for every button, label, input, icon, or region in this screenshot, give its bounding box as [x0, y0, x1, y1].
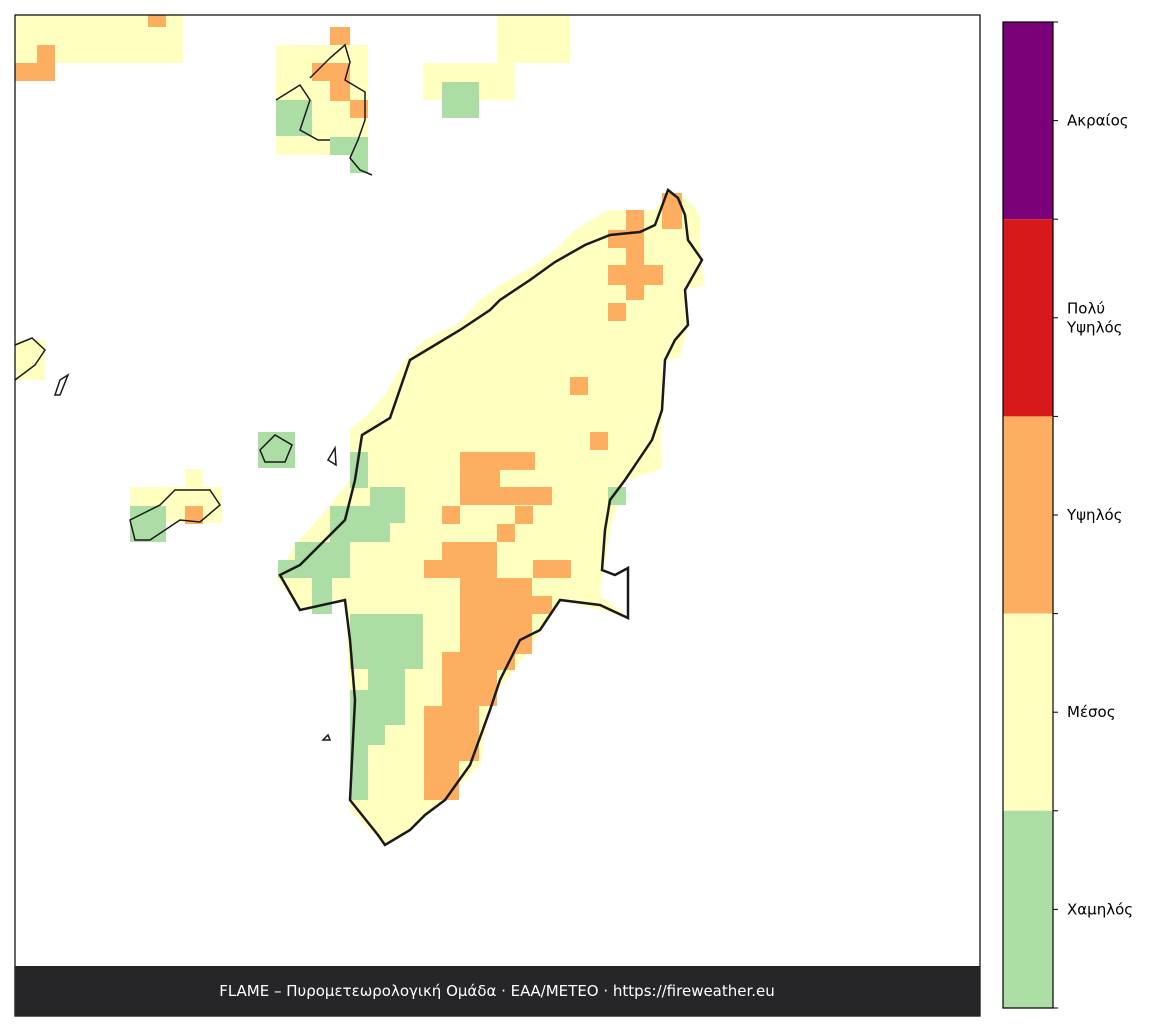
- high-cell: [350, 100, 368, 118]
- high-cell: [497, 524, 515, 542]
- legend-label-line: Υψηλός: [1066, 506, 1122, 524]
- low-cells: [130, 82, 626, 800]
- high-cell: [608, 303, 626, 321]
- legend-label: Μέσος: [1067, 703, 1116, 721]
- legend-label-line: Ακραίος: [1067, 112, 1129, 130]
- high-cell: [460, 596, 552, 614]
- medium-cell: [640, 450, 662, 468]
- colorbar-segment: [1003, 810, 1053, 1008]
- low-cell: [312, 578, 332, 614]
- footer-text: FLAME – Πυρομετεωρολογική Ομάδα · ΕΑΑ/ME…: [219, 982, 775, 1000]
- high-cell: [424, 560, 444, 578]
- high-cell: [185, 506, 203, 524]
- high-cell: [330, 27, 350, 45]
- low-cell: [330, 137, 368, 155]
- high-cell: [515, 506, 533, 524]
- low-cell: [368, 669, 405, 725]
- high-cell: [460, 452, 535, 470]
- legend-label: Χαμηλός: [1067, 900, 1133, 918]
- high-cell: [148, 15, 166, 27]
- low-cell: [130, 506, 166, 542]
- high-cell: [37, 45, 55, 63]
- low-cell: [368, 725, 385, 745]
- legend-label-line: Χαμηλός: [1067, 900, 1133, 918]
- high-cell: [15, 63, 55, 81]
- high-cell: [442, 542, 497, 578]
- medium-cell: [185, 469, 203, 487]
- coastline: [14, 43, 704, 847]
- low-cell: [608, 487, 626, 505]
- low-cell: [330, 506, 390, 542]
- footer-bar: [15, 966, 980, 1016]
- low-cell: [350, 614, 423, 669]
- colorbar-segment: [1003, 613, 1053, 811]
- high-cell: [442, 670, 497, 706]
- high-cell: [460, 470, 500, 505]
- legend-label: Πολύ Υψηλός: [1066, 299, 1122, 336]
- colorbar-segment: [1003, 219, 1053, 417]
- high-cell: [424, 706, 479, 761]
- high-cell: [424, 760, 459, 800]
- high-cell: [442, 506, 460, 524]
- low-cell: [276, 100, 312, 136]
- coastline: [14, 43, 373, 541]
- high-cell: [608, 265, 663, 285]
- high-cell: [533, 560, 571, 578]
- low-cell: [278, 560, 328, 578]
- coastline: [53, 373, 337, 741]
- legend-label-line: Υψηλός: [1066, 318, 1122, 336]
- map: [14, 15, 705, 847]
- low-cell: [442, 82, 479, 118]
- legend-label-line: Πολύ: [1067, 299, 1105, 317]
- coastline: [278, 187, 704, 847]
- high-cell: [442, 652, 515, 670]
- high-cells: [15, 15, 682, 800]
- high-cell: [500, 487, 552, 505]
- legend-label: Ακραίος: [1067, 112, 1129, 130]
- high-cell: [570, 377, 588, 395]
- colorbar-segment: [1003, 416, 1053, 614]
- medium-cell: [15, 340, 45, 380]
- low-cell: [350, 155, 368, 173]
- high-cell: [460, 614, 532, 654]
- high-cell: [590, 432, 608, 450]
- high-cell: [312, 63, 350, 81]
- legend-label: Υψηλός: [1066, 506, 1122, 524]
- colorbar-segment: [1003, 22, 1053, 220]
- medium-cell: [497, 15, 570, 63]
- colorbar-frame: [1002, 21, 1054, 1009]
- high-cell: [460, 578, 532, 598]
- legend-label-line: Μέσος: [1067, 703, 1116, 721]
- high-cell: [626, 210, 644, 300]
- high-cell: [662, 193, 682, 229]
